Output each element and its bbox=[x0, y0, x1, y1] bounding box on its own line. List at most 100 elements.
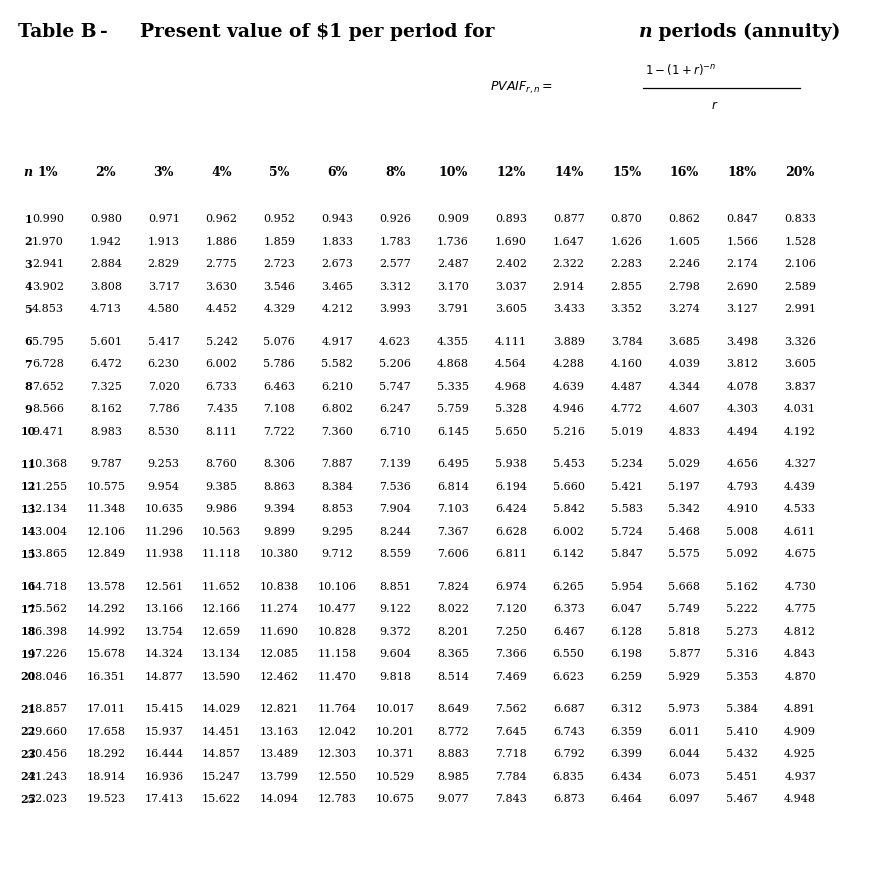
Text: 8.985: 8.985 bbox=[437, 772, 469, 781]
Text: 5.328: 5.328 bbox=[494, 404, 527, 414]
Text: 3.791: 3.791 bbox=[437, 304, 469, 314]
Text: 8.983: 8.983 bbox=[90, 427, 122, 437]
Text: 12.085: 12.085 bbox=[260, 650, 299, 659]
Text: 6.495: 6.495 bbox=[437, 459, 469, 469]
Text: 7.366: 7.366 bbox=[495, 650, 527, 659]
Text: 4.564: 4.564 bbox=[494, 359, 527, 369]
Text: 4.580: 4.580 bbox=[148, 304, 180, 314]
Text: 4.853: 4.853 bbox=[32, 304, 64, 314]
Text: 1.647: 1.647 bbox=[553, 237, 585, 247]
Text: 10.371: 10.371 bbox=[375, 750, 415, 759]
Text: 21.243: 21.243 bbox=[29, 772, 68, 781]
Text: 11.296: 11.296 bbox=[144, 527, 183, 536]
Text: 14.992: 14.992 bbox=[86, 627, 125, 636]
Text: 12.783: 12.783 bbox=[318, 794, 357, 804]
Text: 7.103: 7.103 bbox=[437, 504, 469, 514]
Text: 12.106: 12.106 bbox=[86, 527, 125, 536]
Text: 0.926: 0.926 bbox=[379, 214, 411, 224]
Text: 5.954: 5.954 bbox=[611, 581, 642, 592]
Text: 3.465: 3.465 bbox=[322, 281, 354, 292]
Text: 5.582: 5.582 bbox=[322, 359, 354, 369]
Text: 0.893: 0.893 bbox=[494, 214, 527, 224]
Text: 14.857: 14.857 bbox=[202, 750, 241, 759]
Text: 8.384: 8.384 bbox=[322, 481, 354, 492]
Text: 5.575: 5.575 bbox=[668, 550, 700, 559]
Text: 4.713: 4.713 bbox=[90, 304, 122, 314]
Text: 9.122: 9.122 bbox=[379, 604, 411, 614]
Text: 3.170: 3.170 bbox=[437, 281, 469, 292]
Text: 9: 9 bbox=[24, 404, 32, 415]
Text: 7.824: 7.824 bbox=[437, 581, 469, 592]
Text: 7.606: 7.606 bbox=[437, 550, 469, 559]
Text: 13.590: 13.590 bbox=[202, 672, 241, 681]
Text: 14.718: 14.718 bbox=[29, 581, 68, 592]
Text: 8%: 8% bbox=[385, 165, 405, 179]
Text: 4.639: 4.639 bbox=[553, 381, 585, 392]
Text: 6.011: 6.011 bbox=[668, 727, 700, 736]
Text: 0.962: 0.962 bbox=[206, 214, 237, 224]
Text: 20%: 20% bbox=[786, 165, 815, 179]
Text: 4.775: 4.775 bbox=[784, 604, 816, 614]
Text: 7.020: 7.020 bbox=[148, 381, 180, 392]
Text: 8.162: 8.162 bbox=[90, 404, 122, 414]
Text: 1.566: 1.566 bbox=[726, 237, 759, 247]
Text: 2.690: 2.690 bbox=[726, 281, 759, 292]
Text: 5.273: 5.273 bbox=[726, 627, 759, 636]
Text: 5: 5 bbox=[24, 304, 32, 315]
Text: 12.821: 12.821 bbox=[260, 704, 299, 714]
Text: 3.808: 3.808 bbox=[90, 281, 122, 292]
Text: 4.192: 4.192 bbox=[784, 427, 816, 437]
Text: 4.917: 4.917 bbox=[322, 337, 353, 347]
Text: 5.795: 5.795 bbox=[32, 337, 64, 347]
Text: 2.673: 2.673 bbox=[322, 259, 353, 269]
Text: 20.456: 20.456 bbox=[29, 750, 68, 759]
Text: 10.675: 10.675 bbox=[375, 794, 415, 804]
Text: 3.717: 3.717 bbox=[148, 281, 180, 292]
Text: 4.039: 4.039 bbox=[668, 359, 700, 369]
Text: 14.094: 14.094 bbox=[260, 794, 299, 804]
Text: 2.991: 2.991 bbox=[784, 304, 816, 314]
Text: 7.367: 7.367 bbox=[437, 527, 469, 536]
Text: 5.973: 5.973 bbox=[668, 704, 700, 714]
Text: 7.435: 7.435 bbox=[206, 404, 237, 414]
Text: 20: 20 bbox=[20, 671, 36, 682]
Text: 1%: 1% bbox=[37, 165, 58, 179]
Text: 11.274: 11.274 bbox=[260, 604, 299, 614]
Text: 13.134: 13.134 bbox=[202, 650, 241, 659]
Text: 6.047: 6.047 bbox=[611, 604, 642, 614]
Text: 4.078: 4.078 bbox=[726, 381, 759, 392]
Text: 18.857: 18.857 bbox=[29, 704, 68, 714]
Text: 1.626: 1.626 bbox=[611, 237, 642, 247]
Text: 8.111: 8.111 bbox=[206, 427, 237, 437]
Text: 4.111: 4.111 bbox=[494, 337, 527, 347]
Text: 6.974: 6.974 bbox=[495, 581, 527, 592]
Text: 4.452: 4.452 bbox=[206, 304, 237, 314]
Text: 5.842: 5.842 bbox=[553, 504, 585, 514]
Text: 15.678: 15.678 bbox=[86, 650, 125, 659]
Text: 4.909: 4.909 bbox=[784, 727, 816, 736]
Text: 3.037: 3.037 bbox=[495, 281, 527, 292]
Text: 4: 4 bbox=[24, 281, 32, 292]
Text: 6.259: 6.259 bbox=[611, 672, 642, 681]
Text: 3.993: 3.993 bbox=[379, 304, 411, 314]
Text: 5.432: 5.432 bbox=[726, 750, 759, 759]
Text: 3.784: 3.784 bbox=[611, 337, 642, 347]
Text: 5.335: 5.335 bbox=[437, 381, 469, 392]
Text: 3.685: 3.685 bbox=[668, 337, 700, 347]
Text: 7.722: 7.722 bbox=[263, 427, 295, 437]
Text: 5.668: 5.668 bbox=[668, 581, 700, 592]
Text: 10.838: 10.838 bbox=[260, 581, 299, 592]
Text: 5.453: 5.453 bbox=[553, 459, 585, 469]
Text: 7.120: 7.120 bbox=[495, 604, 527, 614]
Text: 18: 18 bbox=[20, 627, 36, 637]
Text: 17.658: 17.658 bbox=[86, 727, 125, 736]
Text: 4.623: 4.623 bbox=[379, 337, 411, 347]
Text: 3.433: 3.433 bbox=[553, 304, 585, 314]
Text: 5.008: 5.008 bbox=[726, 527, 759, 536]
Text: 6.802: 6.802 bbox=[322, 404, 354, 414]
Text: 2.798: 2.798 bbox=[668, 281, 700, 292]
Text: 0.870: 0.870 bbox=[611, 214, 642, 224]
Text: 5.092: 5.092 bbox=[726, 550, 759, 559]
Text: 5.421: 5.421 bbox=[611, 481, 642, 492]
Text: 1.783: 1.783 bbox=[379, 237, 411, 247]
